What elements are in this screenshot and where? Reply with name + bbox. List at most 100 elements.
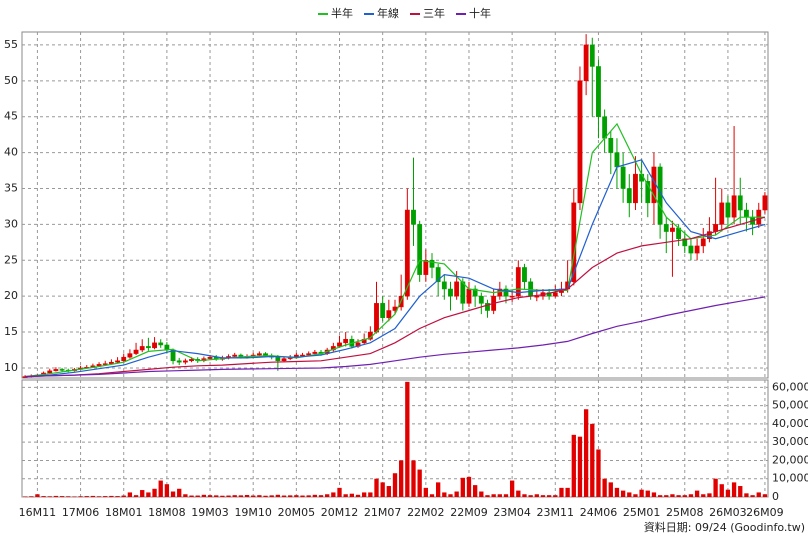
volume-bar	[251, 495, 256, 497]
volume-bar	[738, 486, 743, 497]
volume-bar	[639, 489, 644, 497]
candle-body	[534, 295, 540, 298]
x-tick-label: 26M03	[709, 506, 747, 519]
volume-bar	[263, 495, 268, 497]
volume-bar	[534, 494, 539, 497]
candle-body	[694, 245, 700, 254]
y2-tick-label: 50,000	[772, 399, 808, 412]
volume-bar	[300, 495, 305, 497]
volume-bar	[244, 494, 250, 497]
volume-bar	[214, 495, 219, 497]
candle-body	[176, 360, 182, 363]
volume-bar	[78, 496, 83, 497]
volume-bar	[701, 494, 706, 497]
volume-bar	[294, 495, 299, 497]
candle-body	[404, 209, 410, 297]
volume-bar	[349, 493, 355, 497]
candle-body	[552, 292, 558, 297]
candle-body	[448, 288, 453, 297]
x-tick-label: 16M11	[19, 506, 57, 519]
candle-body	[596, 66, 601, 117]
volume-bar	[325, 494, 330, 497]
volume-bar	[386, 486, 391, 497]
volume-bar	[133, 495, 139, 497]
volume-bar	[479, 491, 484, 497]
y-tick-label: 55	[4, 38, 18, 51]
volume-bar	[596, 449, 601, 497]
volume-bar	[288, 495, 293, 497]
volume-bar	[627, 492, 632, 497]
candle-body	[417, 224, 423, 275]
volume-bar	[497, 494, 502, 497]
volume-bar	[177, 488, 182, 497]
volume-bar	[343, 494, 348, 497]
volume-bar	[220, 495, 225, 497]
volume-bar	[109, 495, 114, 497]
candle-body	[577, 80, 583, 204]
volume-bar	[158, 480, 163, 497]
volume-bar	[682, 495, 687, 497]
x-tick-label: 22M09	[450, 506, 488, 519]
volume-bar	[146, 492, 151, 497]
candle-body	[115, 360, 120, 363]
y2-tick-label: 30,000	[772, 435, 808, 448]
candle-body	[509, 295, 515, 298]
volume-bar	[657, 495, 663, 497]
volume-bar	[84, 496, 89, 497]
candle-body	[589, 44, 595, 67]
volume-bar	[195, 495, 200, 497]
volume-bar	[207, 495, 213, 497]
candle-body	[478, 295, 484, 304]
candle-body	[719, 202, 725, 225]
volume-bar	[546, 495, 552, 497]
legend-label: 年線	[377, 6, 399, 20]
volume-bar	[257, 495, 262, 497]
volume-bar	[670, 494, 675, 497]
candle-body	[528, 281, 534, 297]
candle-body	[688, 245, 694, 254]
volume-bar	[35, 494, 40, 497]
candle-body	[127, 353, 133, 358]
volume-bar	[318, 495, 324, 497]
footer-note: 資料日期: 09/24 (Goodinfo.tw)	[644, 520, 805, 534]
volume-bar	[565, 487, 570, 497]
volume-bar	[435, 482, 441, 497]
candle-body	[663, 224, 669, 232]
volume-bar	[571, 434, 576, 497]
volume-bar	[472, 485, 478, 497]
volume-bar	[411, 460, 416, 497]
candle-body	[189, 359, 194, 362]
volume-bar	[127, 492, 133, 497]
candle-body	[59, 369, 65, 371]
volume-bar	[380, 482, 385, 497]
candle-body	[145, 346, 151, 349]
volume-bar	[355, 494, 361, 497]
volume-bar	[633, 494, 638, 497]
volume-bar	[90, 495, 96, 497]
candle-body	[121, 356, 127, 362]
candle-body	[441, 281, 447, 290]
candle-body	[700, 238, 706, 247]
legend-label: 半年	[331, 6, 353, 20]
candle-body	[620, 166, 626, 189]
candle-body	[47, 370, 53, 374]
y2-tick-label: 20,000	[772, 453, 808, 466]
candle-body	[281, 358, 287, 362]
volume-bar	[238, 495, 244, 497]
volume-bar	[713, 478, 718, 497]
candle-body	[275, 356, 281, 362]
volume-bar	[756, 492, 761, 497]
volume-bar	[719, 484, 724, 497]
candle-body	[53, 369, 59, 372]
volume-bar	[368, 492, 373, 497]
volume-bar	[312, 494, 318, 497]
volume-bar	[645, 490, 650, 497]
x-tick-label: 21M07	[364, 506, 402, 519]
candle-body	[762, 195, 768, 211]
candle-body	[454, 281, 460, 297]
x-tick-label: 23M11	[537, 506, 575, 519]
volume-bar	[676, 495, 681, 497]
volume-bar	[72, 496, 77, 497]
x-tick-label: 18M08	[148, 506, 186, 519]
volume-bar	[374, 478, 379, 497]
